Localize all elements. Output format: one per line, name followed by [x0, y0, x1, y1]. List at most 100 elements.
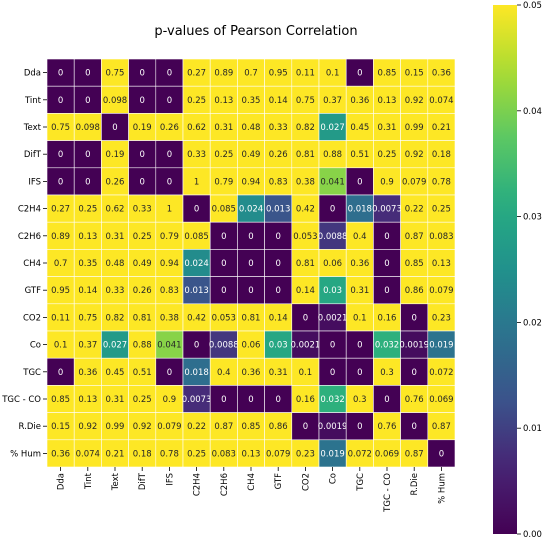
heatmap-cell [400, 85, 429, 114]
cell-value-label: 0 [58, 69, 63, 79]
cell-value-label: 0 [139, 69, 144, 79]
heatmap-cell [101, 249, 129, 277]
cell-value-label: 0.13 [242, 449, 261, 459]
cell-value-label: 0.81 [296, 150, 315, 160]
cell-value-label: 0.0088 [209, 341, 239, 351]
cell-value-label: 0.19 [106, 150, 125, 160]
column-tick-label: TGC - CO [383, 473, 393, 513]
heatmap-cell [128, 85, 157, 114]
heatmap-cell [373, 385, 401, 413]
cell-value-label: 0 [85, 69, 90, 79]
row-tick-label: CO2 [23, 313, 41, 323]
cell-value-label: 0.0073 [182, 395, 212, 405]
cell-value-label: 0.4 [353, 232, 367, 242]
heatmap-cell [237, 194, 265, 223]
cell-value-label: 0.21 [106, 449, 125, 459]
row-tick-label: DifT [24, 150, 42, 160]
cell-value-label: 0.3 [353, 395, 367, 405]
cell-value-label: 0.1 [353, 313, 367, 323]
cell-value-label: 0.82 [106, 313, 125, 323]
cell-value-label: 0.87 [405, 232, 424, 242]
heatmap-cell [291, 303, 320, 332]
heatmap-cell [46, 385, 75, 413]
heatmap-cell [291, 167, 320, 196]
row-tick-label: TGC - CO [1, 395, 41, 405]
cell-value-label: 0 [85, 96, 90, 106]
cell-value-label: 0.31 [378, 123, 397, 133]
cell-value-label: 0.1 [54, 341, 68, 351]
heatmap-cell [318, 249, 347, 277]
row-tick-label: Dda [24, 69, 41, 79]
row-tick-labels: Dda Tint Text DifT IFS C2H4 C2H6 CH4 GTF CO2 Co TGC… [1, 69, 47, 459]
cell-value-label: 0.15 [405, 69, 424, 79]
heatmap-cell [128, 276, 157, 305]
cell-value-label: 0 [167, 177, 172, 187]
heatmap-cell [291, 194, 320, 223]
cell-value-label: 0.31 [106, 395, 125, 405]
cell-value-label: 0 [248, 259, 253, 269]
cell-value-label: 0.079 [402, 177, 426, 187]
column-tick-label: C2H4 [193, 473, 203, 496]
cell-value-label: 0.13 [432, 259, 451, 269]
heatmap-cell [373, 303, 401, 332]
cell-value-label: 0.25 [187, 96, 206, 106]
heatmap-cell [237, 58, 265, 87]
chart-title: p-values of Pearson Correlation [154, 24, 357, 39]
cell-value-label: 0.92 [405, 96, 424, 106]
column-tick-label: CO2 [301, 473, 311, 491]
cell-value-label: 0.76 [378, 422, 397, 432]
cell-value-label: 0.92 [405, 150, 424, 160]
cell-value-label: 0.069 [375, 449, 399, 459]
cell-value-label: 0.88 [323, 150, 342, 160]
heatmap-cell [264, 439, 293, 468]
cell-value-label: 0.48 [106, 259, 125, 269]
cell-value-label: 0.81 [133, 313, 152, 323]
heatmap-cell [318, 412, 347, 441]
heatmap-cell [291, 113, 320, 141]
heatmap-cell [182, 113, 211, 141]
cell-value-label: 0.95 [269, 69, 288, 79]
cell-value-label: 0.083 [429, 232, 453, 242]
cell-value-label: 0.94 [160, 259, 179, 269]
cell-value-label: 0 [275, 286, 280, 296]
cell-value-label: 0.085 [184, 232, 208, 242]
heatmap-cell [264, 194, 293, 223]
cell-value-label: 1 [194, 177, 199, 187]
cell-value-label: 0.4 [217, 368, 231, 378]
cell-value-label: 0.75 [78, 313, 97, 323]
cell-value-label: 0.13 [78, 232, 97, 242]
cell-value-label: 0 [275, 395, 280, 405]
cell-value-label: 0.38 [296, 177, 315, 187]
heatmap-cell [46, 113, 75, 141]
cell-value-label: 0 [85, 150, 90, 160]
heatmap-cell [373, 249, 401, 277]
heatmap-cell [318, 330, 347, 359]
heatmap-cell [155, 85, 184, 114]
cell-value-label: 0.42 [187, 313, 206, 323]
cell-value-label: 0 [167, 150, 172, 160]
heatmap-cell [400, 276, 429, 305]
cell-value-label: 0.79 [214, 177, 233, 187]
heatmap-cell [345, 85, 374, 114]
cell-value-label: 0 [411, 368, 416, 378]
cell-value-label: 0.42 [296, 205, 315, 215]
cell-value-label: 0.31 [269, 368, 288, 378]
row-tick-label: Text [23, 123, 42, 133]
cell-value-label: 0 [384, 395, 389, 405]
column-tick-label: DifT [138, 472, 148, 490]
cell-value-label: 0.15 [51, 422, 70, 432]
cell-value-label: 0.25 [432, 205, 451, 215]
cell-value-label: 0.18 [432, 150, 451, 160]
cell-value-label: 0.018 [348, 205, 372, 215]
cell-value-label: 0.14 [269, 313, 288, 323]
heatmap-cell [264, 140, 293, 169]
cell-value-label: 0.18 [133, 449, 152, 459]
cell-value-label: 0.041 [157, 341, 181, 351]
heatmap-cell [73, 276, 102, 305]
row-tick-label: C2H4 [18, 205, 41, 215]
heatmap-cell [73, 58, 102, 87]
cell-value-label: 0.26 [106, 177, 125, 187]
heatmap-cell [73, 412, 102, 441]
cell-value-label: 0.024 [184, 259, 208, 269]
heatmap-cell [427, 439, 456, 468]
